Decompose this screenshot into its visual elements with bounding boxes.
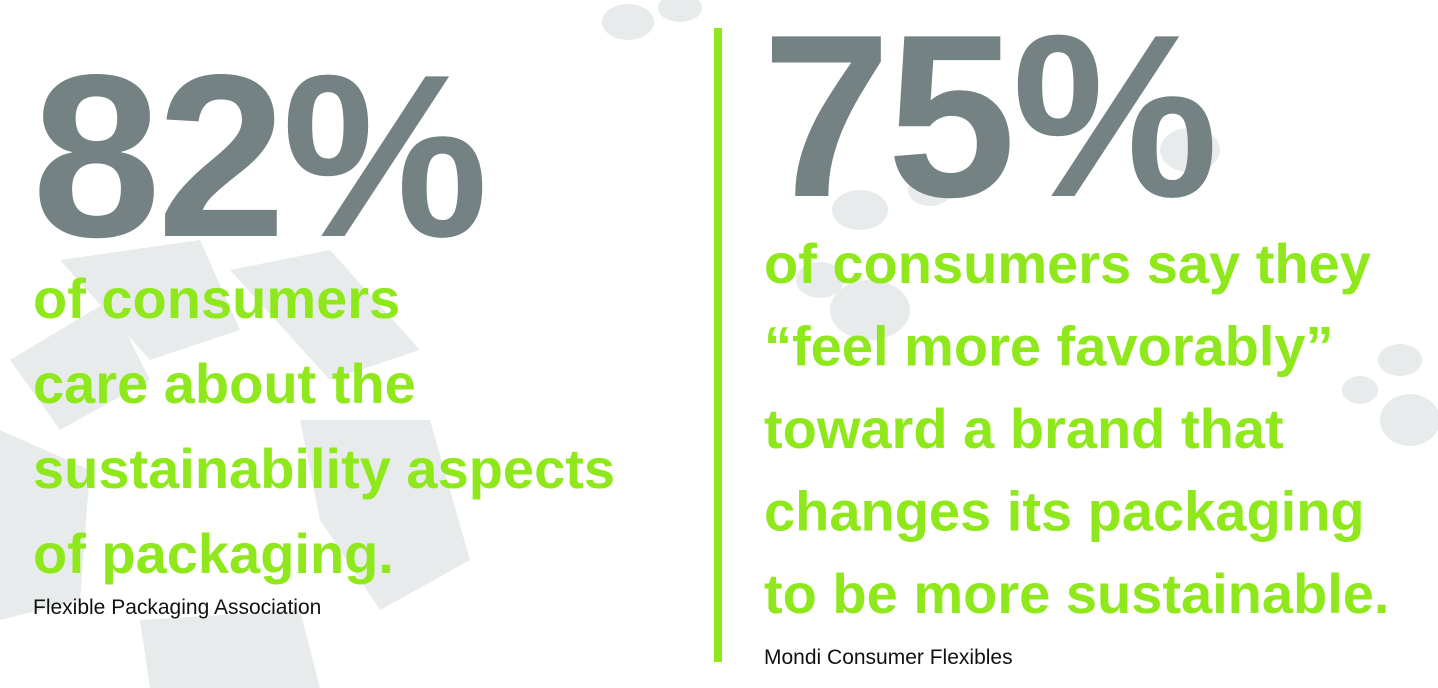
left-stat: 82% [32, 27, 484, 286]
text-line: changes its packaging [764, 480, 1365, 543]
text-line: of consumers [33, 267, 400, 330]
left-text: of consumers care about the sustainability… [33, 267, 615, 585]
right-stat: 75% [762, 0, 1214, 246]
text-line: sustainability aspects [33, 437, 615, 500]
text-line: of packaging. [33, 522, 394, 585]
text-line: of consumers say they [764, 232, 1371, 295]
left-source: Flexible Packaging Association [33, 596, 321, 619]
divider [714, 28, 722, 662]
right-text: of consumers say they “feel more favorabl… [764, 232, 1390, 625]
text-line: toward a brand that [764, 397, 1284, 460]
text-line: “feel more favorably” [764, 315, 1334, 378]
right-source: Mondi Consumer Flexibles [764, 646, 1013, 669]
text-line: to be more sustainable. [764, 562, 1390, 625]
text-line: care about the [33, 352, 416, 415]
